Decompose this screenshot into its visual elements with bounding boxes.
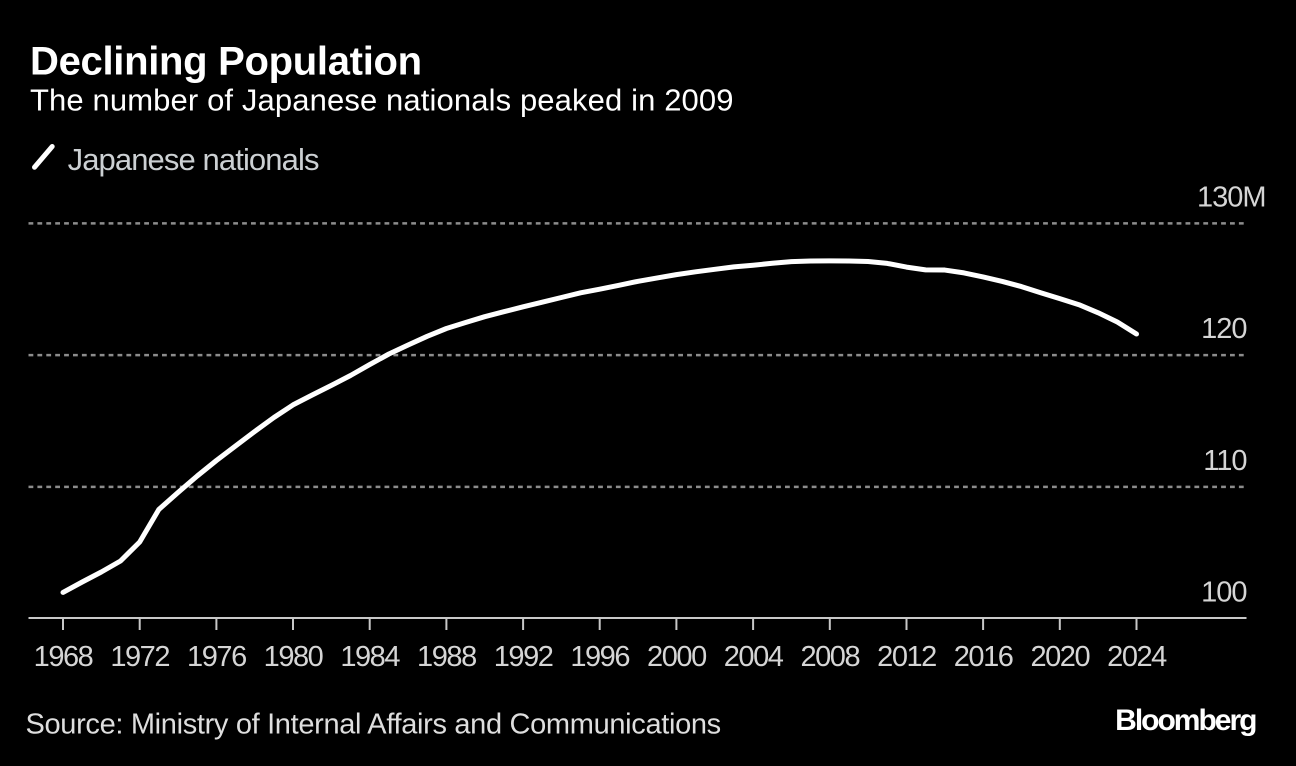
svg-text:130M: 130M	[1197, 181, 1266, 213]
svg-text:1972: 1972	[110, 641, 169, 673]
svg-text:1984: 1984	[340, 641, 400, 673]
svg-text:100: 100	[1201, 576, 1246, 608]
svg-text:Declining Population: Declining Population	[30, 39, 422, 83]
svg-text:Japanese nationals: Japanese nationals	[68, 142, 319, 177]
svg-text:1988: 1988	[417, 641, 476, 673]
svg-text:1996: 1996	[570, 641, 629, 673]
svg-text:2004: 2004	[724, 641, 784, 673]
svg-text:1968: 1968	[34, 641, 93, 673]
svg-text:The number of Japanese nationa: The number of Japanese nationals peaked …	[30, 82, 734, 117]
svg-text:110: 110	[1203, 445, 1246, 477]
svg-text:1980: 1980	[264, 641, 323, 673]
svg-text:2020: 2020	[1030, 641, 1089, 673]
svg-text:2012: 2012	[877, 641, 936, 673]
svg-text:2008: 2008	[800, 641, 859, 673]
svg-text:Bloomberg: Bloomberg	[1115, 704, 1256, 737]
svg-text:2016: 2016	[954, 641, 1013, 673]
svg-text:2000: 2000	[647, 641, 706, 673]
svg-text:Source: Ministry of Internal A: Source: Ministry of Internal Affairs and…	[26, 708, 721, 740]
svg-text:1976: 1976	[187, 641, 246, 673]
svg-text:1992: 1992	[494, 641, 553, 673]
svg-text:2024: 2024	[1107, 641, 1167, 673]
svg-text:120: 120	[1201, 313, 1246, 345]
